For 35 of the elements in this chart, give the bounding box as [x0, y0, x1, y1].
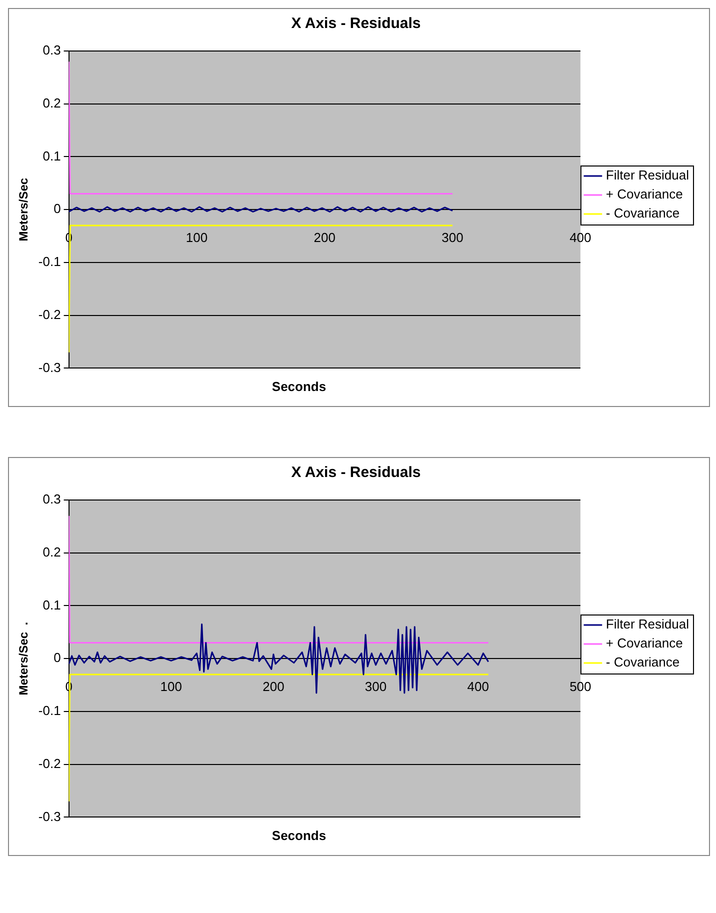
legend-label: + Covariance [606, 636, 683, 651]
y-tick-label: -0.2 [38, 306, 61, 322]
y-tick-label: 0 [54, 650, 61, 666]
y-axis-title: Meters/Sec . [16, 622, 31, 696]
x-tick-label: 200 [262, 678, 284, 694]
y-tick-label: -0.3 [38, 808, 61, 824]
y-tick-label: 0.3 [42, 42, 61, 58]
legend-label: + Covariance [606, 186, 683, 202]
x-tick-label: 100 [186, 230, 208, 245]
legend-label: Filter Residual [606, 616, 690, 632]
y-tick-label: -0.1 [38, 703, 61, 718]
y-tick-label: -0.3 [38, 360, 61, 375]
x-axis-title: Seconds [270, 828, 328, 845]
legend-label: - Covariance [606, 206, 680, 221]
legend-label: Filter Residual [606, 168, 690, 183]
legend-label: - Covariance [606, 654, 680, 670]
y-tick-label: 0 [54, 201, 61, 216]
x-tick-label: 400 [467, 678, 489, 694]
x-axis-title: Seconds [270, 379, 328, 396]
x-tick-label: 300 [364, 678, 387, 694]
y-tick-label: -0.2 [38, 756, 61, 771]
chart-title: X Axis - Residuals [291, 15, 421, 32]
x-tick-label: 200 [314, 230, 336, 245]
y-tick-label: -0.1 [38, 254, 61, 270]
chart-title: X Axis - Residuals [291, 464, 421, 482]
x-tick-label: 400 [570, 230, 592, 245]
y-tick-label: 0.3 [42, 492, 61, 507]
y-tick-label: 0.1 [42, 597, 61, 612]
x-tick-label: 100 [160, 678, 182, 694]
x-tick-label: 500 [570, 678, 592, 694]
x-tick-label: 300 [442, 230, 464, 245]
y-axis-title: Meters/Sec [16, 178, 31, 242]
y-tick-label: 0.1 [42, 148, 61, 164]
y-tick-label: 0.2 [42, 95, 61, 110]
y-tick-label: 0.2 [42, 544, 61, 560]
